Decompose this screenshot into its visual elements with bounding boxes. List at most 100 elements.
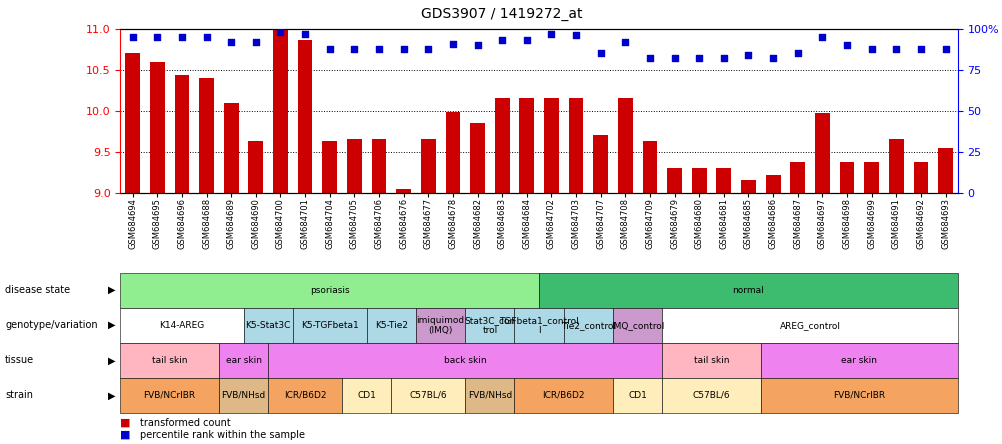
Text: AREG_control: AREG_control <box>779 321 840 330</box>
Point <box>494 37 510 44</box>
Bar <box>543 99 558 193</box>
Text: Stat3C_con
trol: Stat3C_con trol <box>464 316 515 335</box>
Point <box>223 39 239 46</box>
Text: ▶: ▶ <box>108 285 115 295</box>
Bar <box>715 168 730 193</box>
Bar <box>248 141 263 193</box>
Point <box>543 30 559 37</box>
Point <box>420 45 436 52</box>
Point <box>789 50 805 57</box>
Bar <box>322 141 337 193</box>
Bar <box>125 53 140 193</box>
Bar <box>839 162 854 193</box>
Bar <box>666 168 681 193</box>
Point <box>149 33 165 40</box>
Bar <box>347 139 362 193</box>
Text: K5-Stat3C: K5-Stat3C <box>245 321 291 330</box>
Bar <box>740 180 756 193</box>
Point <box>765 55 781 62</box>
Text: ICR/B6D2: ICR/B6D2 <box>284 391 326 400</box>
Point <box>346 45 362 52</box>
Bar <box>642 141 656 193</box>
Text: genotype/variation: genotype/variation <box>5 320 97 330</box>
Bar <box>617 99 632 193</box>
Point <box>814 33 830 40</box>
Bar <box>937 148 952 193</box>
Point <box>592 50 608 57</box>
Point <box>518 37 534 44</box>
Text: normal: normal <box>731 285 764 295</box>
Point <box>198 33 214 40</box>
Bar <box>174 75 189 193</box>
Text: GDS3907 / 1419272_at: GDS3907 / 1419272_at <box>420 7 582 21</box>
Text: K5-Tie2: K5-Tie2 <box>375 321 408 330</box>
Bar <box>421 139 435 193</box>
Text: tail skin: tail skin <box>693 356 728 365</box>
Text: ▶: ▶ <box>108 390 115 400</box>
Bar <box>445 112 460 193</box>
Point <box>641 55 657 62</box>
Point <box>371 45 387 52</box>
Bar <box>568 99 583 193</box>
Bar <box>815 113 829 193</box>
Point <box>838 42 854 49</box>
Text: ■: ■ <box>120 418 130 428</box>
Text: TGFbeta1_control
l: TGFbeta1_control l <box>499 316 578 335</box>
Bar <box>494 99 509 193</box>
Point <box>247 39 264 46</box>
Bar <box>864 162 878 193</box>
Text: ■: ■ <box>120 429 130 440</box>
Text: C57BL/6: C57BL/6 <box>409 391 447 400</box>
Bar <box>149 62 164 193</box>
Text: ear skin: ear skin <box>841 356 877 365</box>
Bar <box>519 99 534 193</box>
Point <box>124 33 140 40</box>
Point <box>739 52 756 59</box>
Bar <box>298 40 313 193</box>
Text: K14-AREG: K14-AREG <box>159 321 204 330</box>
Bar <box>790 162 805 193</box>
Text: tissue: tissue <box>5 355 34 365</box>
Bar <box>765 174 780 193</box>
Text: ICR/B6D2: ICR/B6D2 <box>542 391 584 400</box>
Point <box>297 30 313 37</box>
Text: FVB/NCrIBR: FVB/NCrIBR <box>833 391 885 400</box>
Point <box>173 33 189 40</box>
Point <box>273 28 289 36</box>
Text: FVB/NHsd: FVB/NHsd <box>221 391 266 400</box>
Point <box>888 45 904 52</box>
Bar <box>913 162 928 193</box>
Text: C57BL/6: C57BL/6 <box>692 391 729 400</box>
Text: imiquimod
(IMQ): imiquimod (IMQ) <box>416 316 464 335</box>
Text: FVB/NCrIBR: FVB/NCrIBR <box>143 391 195 400</box>
Bar <box>199 78 213 193</box>
Point <box>395 45 411 52</box>
Text: FVB/NHsd: FVB/NHsd <box>467 391 511 400</box>
Text: ▶: ▶ <box>108 320 115 330</box>
Text: psoriasis: psoriasis <box>310 285 350 295</box>
Bar <box>888 139 903 193</box>
Bar <box>223 103 238 193</box>
Text: strain: strain <box>5 390 33 400</box>
Text: disease state: disease state <box>5 285 70 295</box>
Bar <box>593 135 607 193</box>
Text: percentile rank within the sample: percentile rank within the sample <box>140 429 306 440</box>
Bar <box>470 123 484 193</box>
Text: Tie2_control: Tie2_control <box>560 321 615 330</box>
Point <box>469 42 485 49</box>
Point <box>322 45 338 52</box>
Point <box>666 55 682 62</box>
Bar <box>691 168 705 193</box>
Text: K5-TGFbeta1: K5-TGFbeta1 <box>301 321 359 330</box>
Text: ▶: ▶ <box>108 355 115 365</box>
Text: CD1: CD1 <box>627 391 646 400</box>
Bar <box>396 189 411 193</box>
Point <box>690 55 706 62</box>
Point <box>863 45 879 52</box>
Point <box>937 45 953 52</box>
Text: CD1: CD1 <box>357 391 376 400</box>
Text: IMQ_control: IMQ_control <box>610 321 663 330</box>
Point <box>912 45 928 52</box>
Point <box>445 40 461 47</box>
Point <box>616 39 632 46</box>
